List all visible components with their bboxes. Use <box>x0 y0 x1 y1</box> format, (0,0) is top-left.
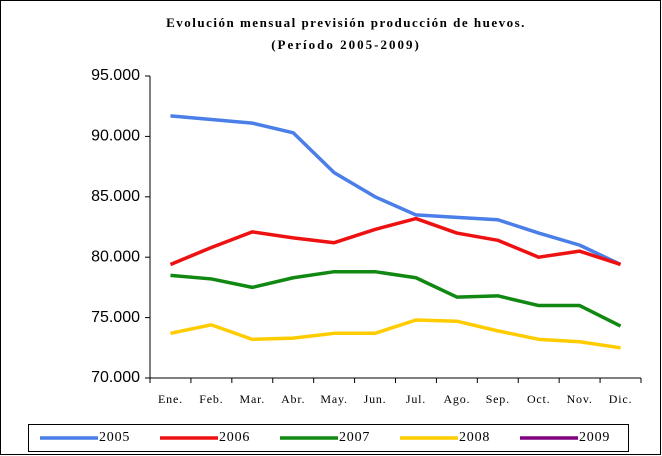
x-tick-label: Jul. <box>406 392 426 406</box>
series-line <box>170 114 622 267</box>
chart-subtitle: (Período 2005-2009) <box>271 37 421 52</box>
y-tick-label: 80.000 <box>91 248 140 265</box>
y-tick-label: 75.000 <box>91 309 140 326</box>
series-line <box>169 216 622 267</box>
x-tick-label: Mar. <box>240 392 266 406</box>
legend-label: 2005 <box>99 430 130 445</box>
legend-label: 2008 <box>459 430 490 445</box>
legend-label: 2007 <box>339 430 370 445</box>
chart-title: Evolución mensual previsión producción d… <box>166 15 526 30</box>
legend-label: 2009 <box>579 430 610 445</box>
x-tick-label: Jun. <box>364 392 387 406</box>
y-tick-label: 90.000 <box>91 128 140 145</box>
y-tick-label: 85.000 <box>91 188 140 205</box>
x-tick-label: May. <box>320 392 347 406</box>
x-tick-label: Ene. <box>158 392 183 406</box>
legend-label: 2006 <box>219 430 250 445</box>
x-tick-label: Sep. <box>486 392 510 406</box>
x-tick-label: Nov. <box>567 392 593 406</box>
series-line <box>170 269 622 328</box>
series-line <box>170 318 621 350</box>
y-tick-label: 95.000 <box>91 67 140 84</box>
y-tick-label: 70.000 <box>91 369 140 386</box>
x-tick-label: Oct. <box>527 392 551 406</box>
x-tick-label: Abr. <box>281 392 305 406</box>
x-tick-label: Ago. <box>443 392 470 406</box>
x-tick-label: Feb. <box>199 392 223 406</box>
x-tick-label: Dic. <box>609 392 633 406</box>
